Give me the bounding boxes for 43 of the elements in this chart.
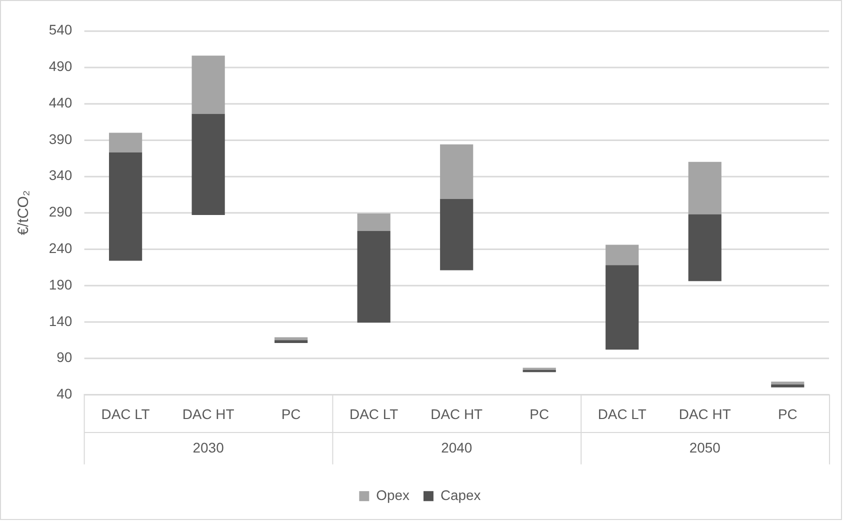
y-tick-label: 40 bbox=[56, 386, 72, 402]
y-tick-label: 240 bbox=[48, 240, 72, 256]
text: 2050 bbox=[689, 439, 721, 456]
bar bbox=[357, 230, 390, 323]
x-tick-label: DAC HT bbox=[678, 406, 732, 422]
y-tick-label: 540 bbox=[48, 22, 72, 38]
y-tick-label: 290 bbox=[48, 204, 72, 220]
x-tick-label: DAC LT bbox=[350, 406, 399, 422]
y-tick-label: 140 bbox=[48, 312, 72, 329]
bar bbox=[192, 114, 225, 215]
y-tick-label: 90 bbox=[56, 349, 72, 366]
text: 2040 bbox=[441, 439, 472, 456]
bar bbox=[108, 132, 142, 152]
y-tick-label: 340 bbox=[48, 167, 72, 184]
bar bbox=[771, 384, 804, 388]
bar bbox=[274, 337, 308, 340]
bar bbox=[606, 265, 639, 350]
x-tick-label: DAC HT bbox=[182, 406, 235, 422]
y-tick-label: 190 bbox=[48, 276, 72, 292]
bar bbox=[357, 214, 390, 231]
y-tick-label: 490 bbox=[48, 58, 72, 74]
x-tick-label: DAC LT bbox=[101, 406, 150, 422]
bar bbox=[274, 340, 308, 344]
y-tick-label: 440 bbox=[48, 94, 72, 110]
x-tick-label: DAC LT bbox=[598, 406, 647, 422]
x-tick-label: PC bbox=[778, 406, 798, 422]
legend-label: Capex bbox=[440, 486, 481, 503]
bar bbox=[192, 56, 225, 114]
bar bbox=[688, 214, 722, 282]
x-tick-label: PC bbox=[281, 406, 301, 422]
bar bbox=[440, 198, 474, 270]
x-tick-label: PC bbox=[530, 406, 550, 422]
y-tick-label: 390 bbox=[48, 130, 72, 147]
y-axis-title: €/tCO₂ bbox=[15, 190, 32, 236]
legend-label: Opex bbox=[376, 486, 410, 503]
bar bbox=[606, 244, 639, 266]
x-tick-label: DAC HT bbox=[430, 406, 484, 422]
bar bbox=[440, 144, 474, 199]
bar bbox=[108, 152, 142, 261]
bar bbox=[771, 382, 804, 384]
text: 2030 bbox=[192, 439, 224, 456]
bar bbox=[688, 162, 722, 214]
bar bbox=[522, 370, 556, 372]
